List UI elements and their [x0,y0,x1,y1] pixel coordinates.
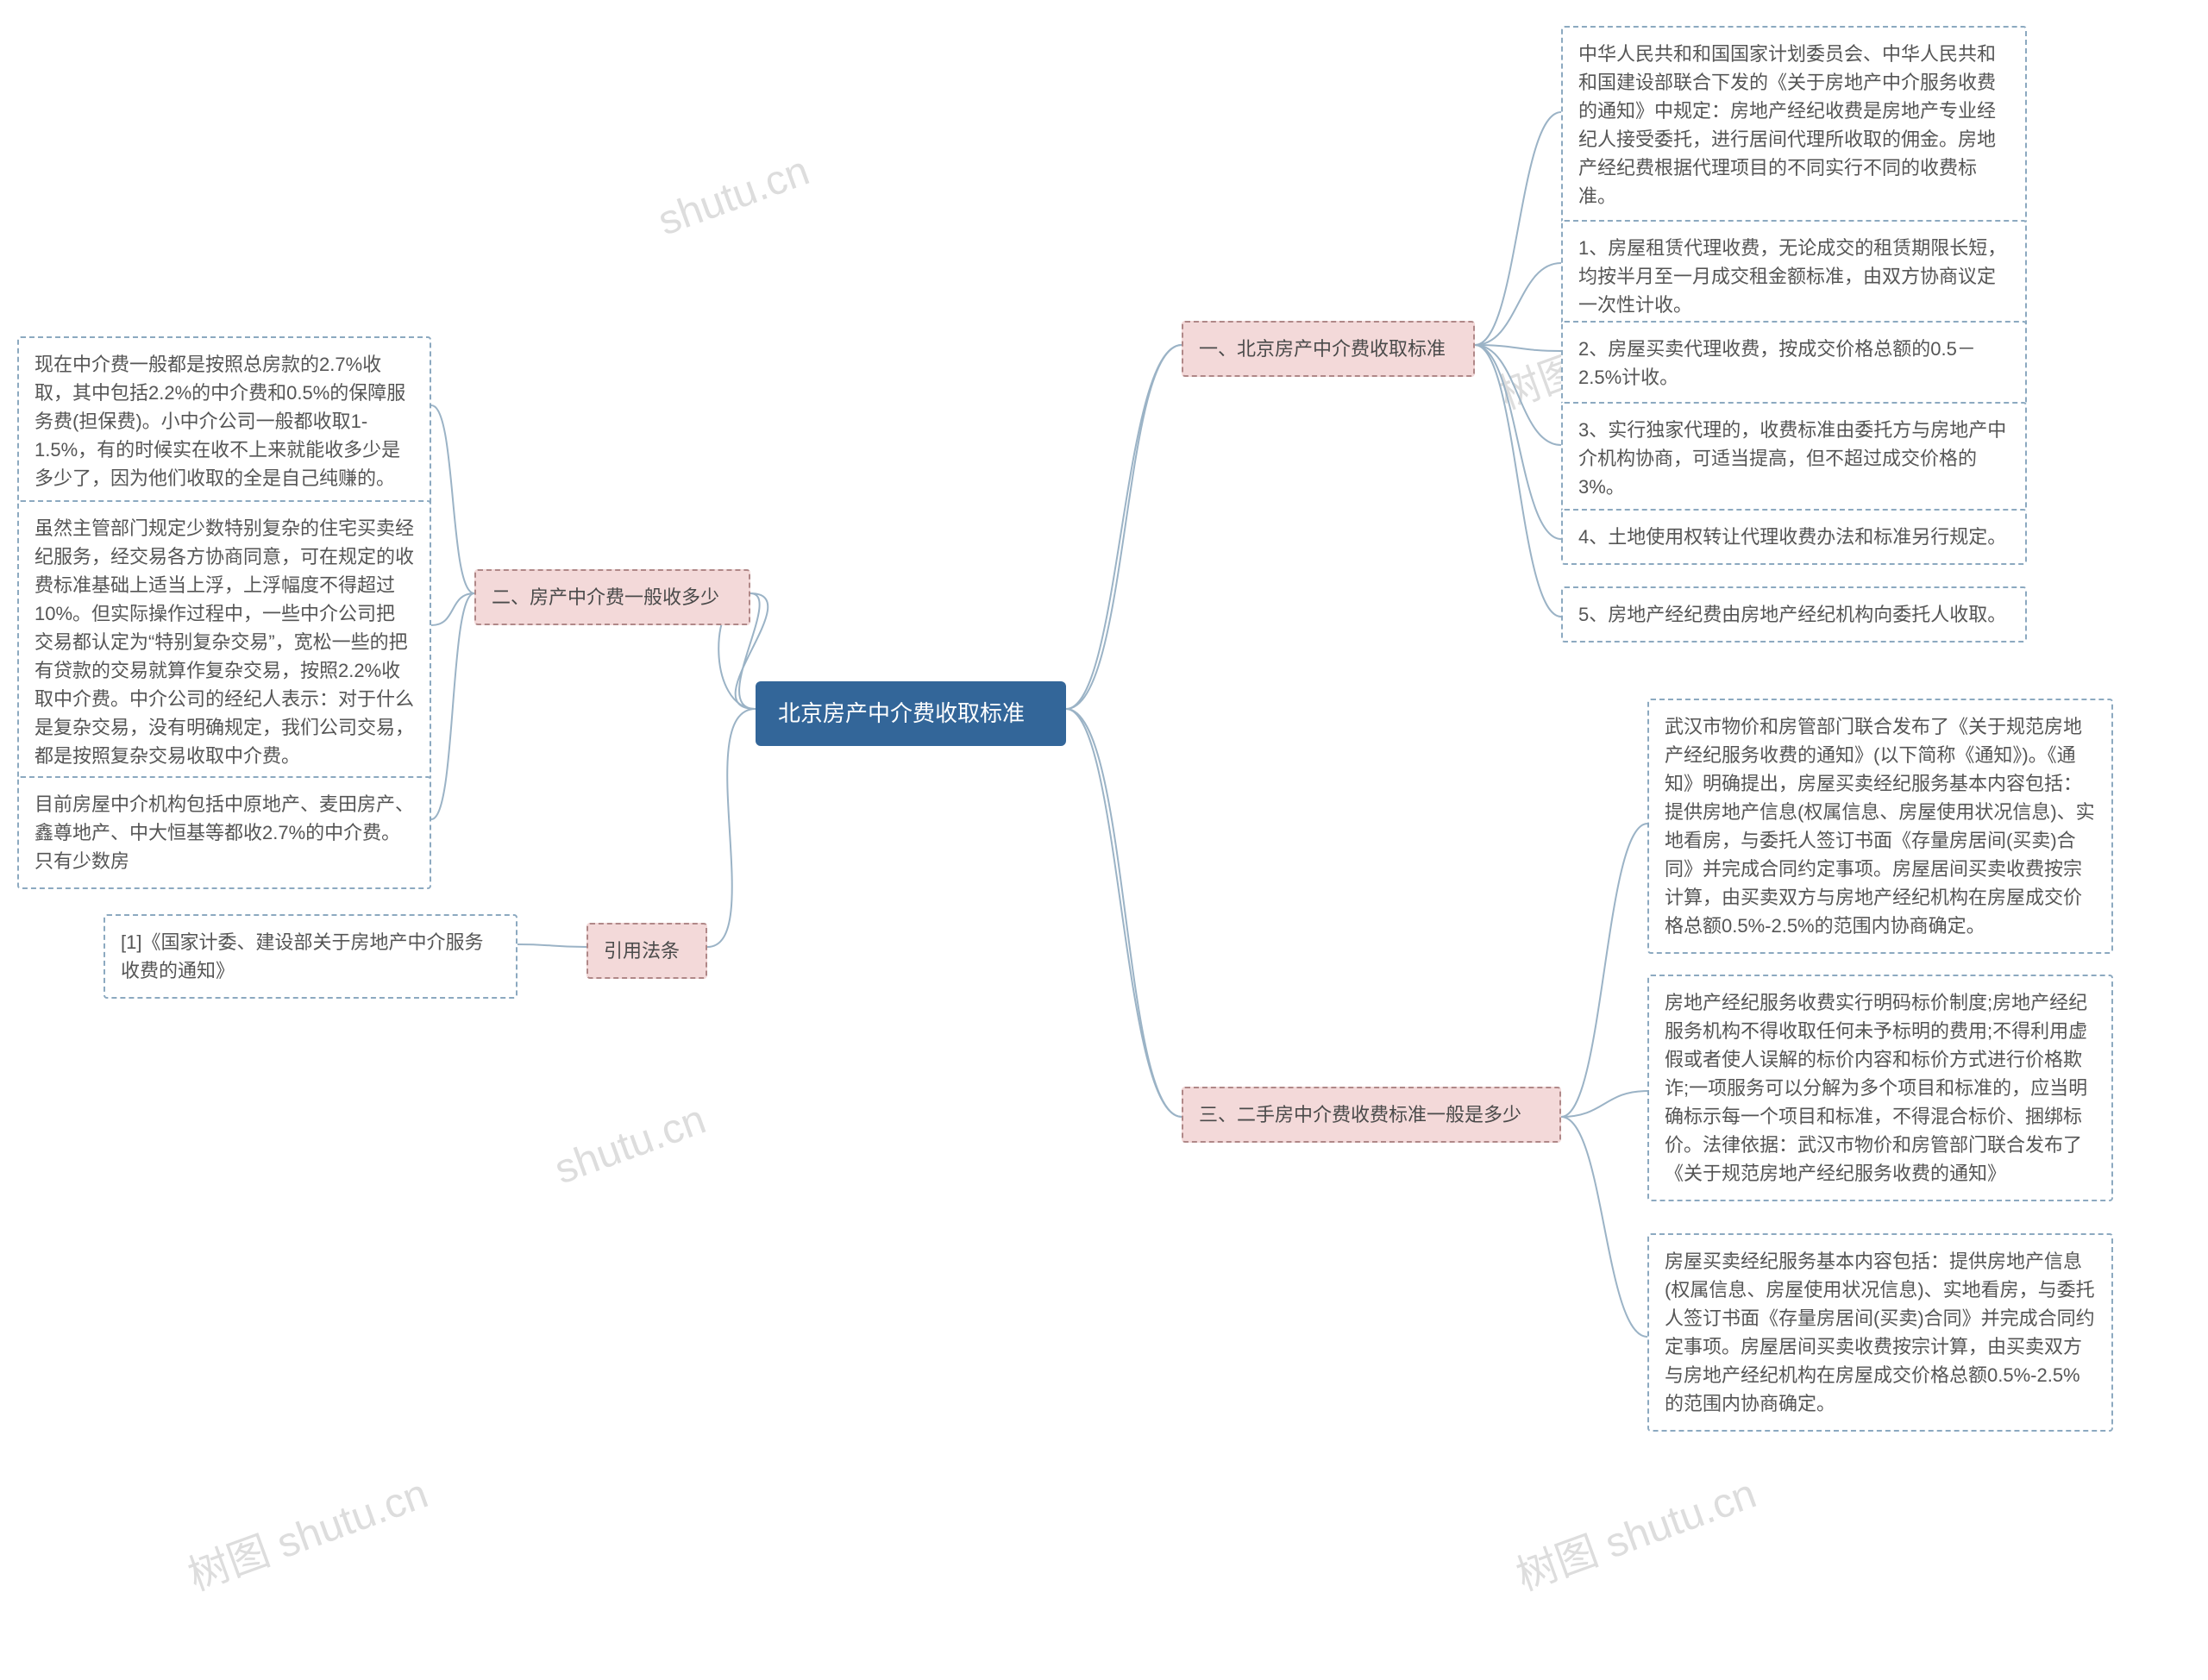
watermark: shutu.cn [549,1096,712,1194]
branch-section-3: 三、二手房中介费收费标准一般是多少 [1182,1087,1561,1143]
root-node: 北京房产中介费收取标准 [756,681,1066,746]
leaf-node: 武汉市物价和房管部门联合发布了《关于规范房地产经纪服务收费的通知》(以下简称《通… [1647,699,2113,954]
watermark: 树图 shutu.cn [179,1459,435,1602]
leaf-node: 现在中介费一般都是按照总房款的2.7%收取，其中包括2.2%的中介费和0.5%的… [17,336,431,506]
leaf-node: 虽然主管部门规定少数特别复杂的住宅买卖经纪服务，经交易各方协商同意，可在规定的收… [17,500,431,784]
leaf-node: [1]《国家计委、建设部关于房地产中介服务收费的通知》 [104,914,518,999]
branch-section-1: 一、北京房产中介费收取标准 [1182,321,1475,377]
leaf-node: 房地产经纪服务收费实行明码标价制度;房地产经纪服务机构不得收取任何未予标明的费用… [1647,975,2113,1201]
leaf-node: 1、房屋租赁代理收费，无论成交的租赁期限长短，均按半月至一月成交租金额标准，由双… [1561,220,2027,333]
watermark: 树图 shutu.cn [1507,1459,1763,1602]
leaf-node: 2、房屋买卖代理收费，按成交价格总额的0.5－2.5%计收。 [1561,321,2027,405]
leaf-node: 房屋买卖经纪服务基本内容包括：提供房地产信息(权属信息、房屋使用状况信息)、实地… [1647,1233,2113,1432]
leaf-node: 中华人民共和和国国家计划委员会、中华人民共和和国建设部联合下发的《关于房地产中介… [1561,26,2027,224]
leaf-node: 4、土地使用权转让代理收费办法和标准另行规定。 [1561,509,2027,565]
leaf-node: 5、房地产经纪费由房地产经纪机构向委托人收取。 [1561,586,2027,643]
branch-citation: 引用法条 [586,923,707,979]
watermark: shutu.cn [652,147,815,246]
leaf-node: 目前房屋中介机构包括中原地产、麦田房产、鑫尊地产、中大恒基等都收2.7%的中介费… [17,776,431,889]
leaf-node: 3、实行独家代理的，收费标准由委托方与房地产中介机构协商，可适当提高，但不超过成… [1561,402,2027,515]
branch-section-2: 二、房产中介费一般收多少 [474,569,750,625]
